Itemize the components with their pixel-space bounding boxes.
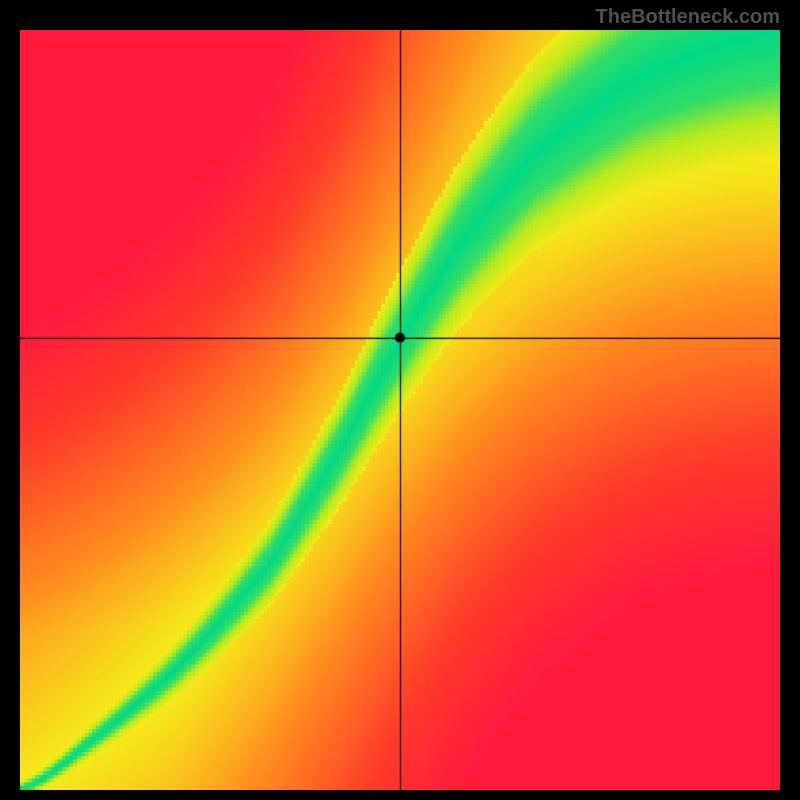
watermark-text: TheBottleneck.com	[596, 6, 780, 29]
crosshair-overlay	[20, 30, 780, 790]
heatmap-plot	[20, 30, 780, 790]
